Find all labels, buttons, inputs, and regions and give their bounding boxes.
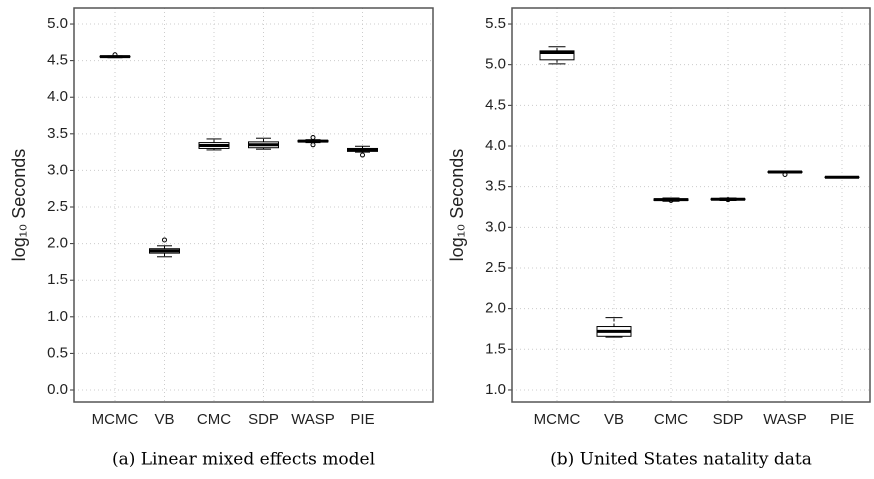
y-tick-label: 0.0: [47, 381, 68, 398]
x-tick-label: MCMC: [92, 411, 139, 428]
y-tick-label: 5.5: [485, 15, 506, 32]
x-tick-label: VB: [154, 411, 174, 428]
x-tick-label: PIE: [830, 411, 854, 428]
x-tick-label: SDP: [248, 411, 279, 428]
outlier: [725, 197, 731, 203]
y-tick-label: 2.5: [47, 198, 68, 215]
y-axis-label: log₁₀ Seconds: [9, 149, 29, 262]
y-tick-label: 5.0: [47, 15, 68, 32]
y-tick-label: 3.0: [47, 161, 68, 178]
x-tick-label: CMC: [654, 411, 688, 428]
y-axis-label: log₁₀ Seconds: [447, 149, 467, 262]
y-tick-label: 2.5: [485, 259, 506, 276]
y-tick-label: 3.0: [485, 218, 506, 235]
y-tick-label: 1.5: [47, 271, 68, 288]
x-tick-label: WASP: [763, 411, 807, 428]
outlier: [668, 197, 674, 203]
y-tick-label: 4.0: [47, 88, 68, 105]
y-tick-label: 2.0: [485, 300, 506, 317]
y-tick-label: 5.0: [485, 56, 506, 73]
x-tick-label: PIE: [350, 411, 374, 428]
y-tick-label: 1.5: [485, 340, 506, 357]
caption: (b) United States natality data: [550, 450, 812, 470]
plot-frame: [73, 7, 434, 403]
x-tick-label: MCMC: [534, 411, 581, 428]
caption: (a) Linear mixed effects model: [112, 450, 375, 470]
x-tick-label: VB: [604, 411, 624, 428]
outlier: [112, 52, 118, 58]
y-tick-label: 1.0: [485, 381, 506, 398]
y-tick-label: 1.0: [47, 308, 68, 325]
y-tick-label: 3.5: [47, 125, 68, 142]
box: [539, 50, 575, 61]
y-tick-label: 3.5: [485, 178, 506, 195]
outlier: [360, 152, 365, 158]
outlier: [310, 134, 316, 140]
x-tick-label: WASP: [291, 411, 335, 428]
y-tick-label: 2.0: [47, 235, 68, 252]
y-tick-label: 4.5: [485, 96, 506, 113]
y-tick-label: 4.5: [47, 52, 68, 69]
outlier: [782, 171, 788, 177]
x-tick-label: SDP: [713, 411, 744, 428]
plot-frame: [511, 7, 871, 403]
y-tick-label: 4.0: [485, 137, 506, 154]
outlier: [310, 142, 316, 148]
y-tick-label: 0.5: [47, 344, 68, 361]
x-tick-label: CMC: [197, 411, 231, 428]
outlier: [162, 237, 167, 243]
